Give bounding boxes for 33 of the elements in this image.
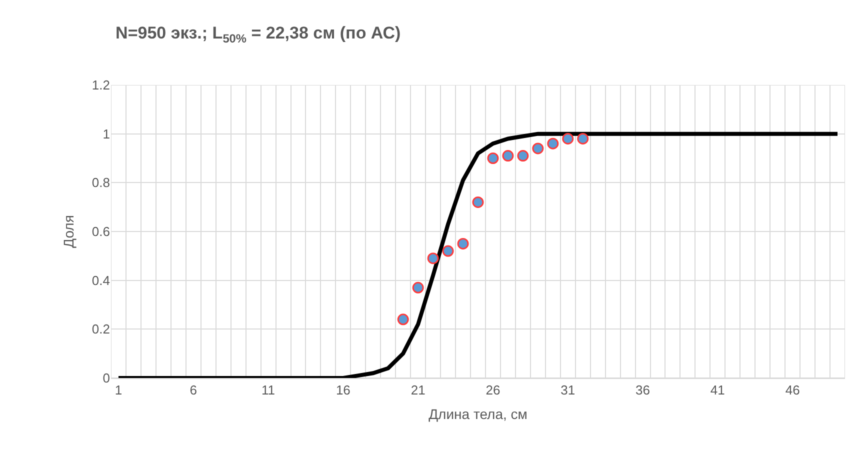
point — [502, 150, 514, 162]
chart-title: N=950 экз.; L$_{50%}$ = 22,38 см (по АС) — [116, 24, 401, 46]
point — [397, 314, 409, 326]
x-tick-label: 11 — [262, 382, 276, 398]
point — [472, 196, 484, 208]
point — [577, 132, 589, 144]
x-tick-label: 41 — [710, 382, 725, 398]
y-tick-label: 1.2 — [92, 78, 110, 93]
point — [442, 245, 454, 257]
x-tick-label: 36 — [636, 382, 650, 398]
x-tick-label: 6 — [190, 382, 198, 398]
x-tick-label: 26 — [486, 382, 500, 398]
y-tick-label: 0.2 — [92, 322, 110, 337]
point — [547, 138, 559, 150]
x-tick-label: 31 — [560, 382, 576, 398]
y-tick-label: 0.8 — [92, 175, 110, 190]
point — [532, 142, 544, 154]
point — [562, 132, 574, 144]
x-tick-label: 21 — [410, 382, 426, 398]
point — [412, 282, 424, 294]
y-tick-label: 1 — [102, 126, 110, 142]
x-tick-label: 16 — [336, 382, 350, 398]
point — [487, 152, 499, 164]
y-tick-label: 0.4 — [92, 272, 110, 288]
y-tick-label: 0.6 — [92, 224, 110, 240]
y-axis-title: Доля — [60, 215, 77, 248]
x-axis-title: Длина тела, см — [428, 406, 528, 422]
point — [517, 150, 529, 162]
x-tick-label: 1 — [114, 382, 122, 398]
x-tick-label: 46 — [785, 382, 800, 398]
point — [457, 238, 469, 250]
point — [427, 252, 439, 264]
y-tick-label: 0 — [102, 370, 110, 386]
